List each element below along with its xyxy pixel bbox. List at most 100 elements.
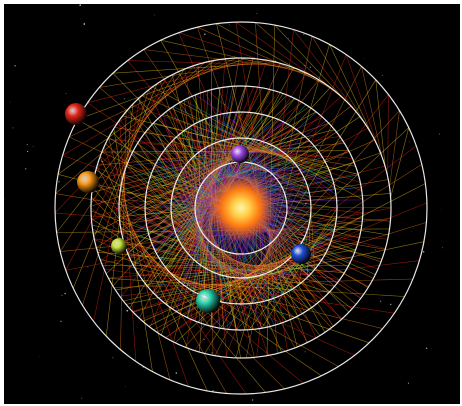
orbit-ring-5 xyxy=(90,57,392,359)
resonance-line xyxy=(62,58,226,156)
background-star xyxy=(88,125,90,126)
resonance-line xyxy=(87,58,257,104)
orbit-artwork xyxy=(4,4,443,401)
background-star xyxy=(425,347,428,349)
resonance-line xyxy=(108,278,405,297)
orbit-rings xyxy=(54,21,428,395)
background-star xyxy=(441,209,442,211)
background-star xyxy=(303,34,305,36)
orbit-ring-4 xyxy=(118,85,364,331)
background-star xyxy=(382,74,384,76)
red-planet xyxy=(65,103,87,125)
background-star xyxy=(60,320,62,323)
background-star xyxy=(125,386,126,387)
background-star xyxy=(304,351,306,353)
background-star xyxy=(337,200,339,202)
resonance-line xyxy=(197,26,326,84)
resonance-line xyxy=(96,249,370,344)
resonance-line xyxy=(54,65,195,214)
resonance-line xyxy=(389,110,400,188)
background-star xyxy=(27,151,29,153)
resonance-line xyxy=(72,83,158,289)
background-star xyxy=(211,352,213,354)
background-star xyxy=(411,231,413,232)
background-star xyxy=(112,357,114,359)
orbit-ring-3 xyxy=(144,111,338,305)
resonance-line xyxy=(99,259,383,329)
resonance-line xyxy=(311,35,369,129)
background-star xyxy=(61,294,63,297)
background-star xyxy=(123,97,126,100)
orbital-resonance-illustration xyxy=(4,4,460,404)
background-star xyxy=(32,145,34,147)
background-star xyxy=(251,399,254,401)
resonance-line xyxy=(99,156,208,392)
background-star xyxy=(80,18,82,20)
background-star xyxy=(79,4,81,6)
background-star xyxy=(87,266,89,268)
resonance-line xyxy=(119,119,137,362)
background-star xyxy=(175,372,178,374)
background-star xyxy=(390,303,392,306)
background-star xyxy=(228,24,230,26)
resonance-line xyxy=(94,238,355,356)
central-star xyxy=(207,174,275,242)
orbit-ring-2 xyxy=(170,137,312,279)
resonance-line xyxy=(93,96,141,322)
planets xyxy=(65,103,311,313)
resonance-line xyxy=(56,68,186,233)
resonance-line xyxy=(390,127,410,198)
background-star xyxy=(14,65,16,67)
background-star xyxy=(408,141,410,143)
background-star xyxy=(83,23,86,25)
background-star xyxy=(4,198,5,200)
resonance-line xyxy=(65,77,167,271)
background-star xyxy=(208,349,210,351)
background-star xyxy=(442,247,443,249)
background-star xyxy=(81,397,83,399)
resonance-line xyxy=(96,166,227,394)
background-star xyxy=(26,144,28,146)
background-star xyxy=(407,382,409,384)
background-star xyxy=(439,133,441,135)
background-star xyxy=(154,14,156,16)
background-star xyxy=(203,338,205,340)
background-star xyxy=(380,300,382,302)
background-star xyxy=(58,180,60,183)
resonance-line xyxy=(293,29,363,120)
background-star xyxy=(24,168,27,170)
purple-planet xyxy=(231,145,249,163)
background-star xyxy=(364,58,365,60)
background-star xyxy=(286,43,287,45)
background-star xyxy=(212,389,214,392)
background-star xyxy=(65,92,67,95)
resonance-line xyxy=(108,137,171,380)
background-star xyxy=(64,292,66,295)
resonance-line xyxy=(113,128,153,372)
background-star xyxy=(374,249,377,251)
orbit-ring-6 xyxy=(54,21,428,395)
background-star xyxy=(369,168,371,170)
background-star xyxy=(94,214,96,216)
resonance-line xyxy=(387,94,389,177)
orange-planet xyxy=(77,171,99,193)
resonance-line xyxy=(235,21,342,97)
blue-planet xyxy=(291,244,311,264)
resonance-line xyxy=(375,79,386,167)
background-star xyxy=(203,33,206,36)
background-star xyxy=(38,356,40,357)
background-star xyxy=(12,127,14,129)
teal-planet xyxy=(196,289,220,313)
resonance-line xyxy=(361,66,383,157)
resonance-line xyxy=(178,32,317,79)
resonance-line xyxy=(57,60,216,175)
background-star xyxy=(422,250,425,253)
background-star xyxy=(309,66,312,68)
resonance-line xyxy=(329,44,374,138)
resonance-line xyxy=(103,268,395,314)
resonance-line xyxy=(103,146,189,387)
background-star xyxy=(9,101,11,103)
resonance-line xyxy=(160,39,307,74)
background-star xyxy=(287,37,290,40)
resonance-line xyxy=(90,207,304,384)
